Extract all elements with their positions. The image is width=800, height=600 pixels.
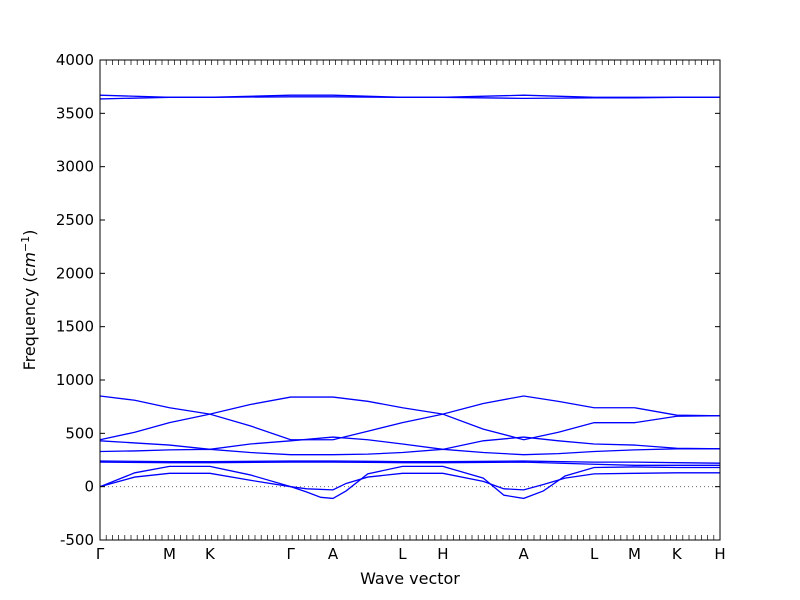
x-tick-label: H [714, 545, 725, 563]
plot-area [99, 94, 721, 500]
y-tick-label: 0 [84, 478, 94, 496]
x-tick-label: H [437, 545, 448, 563]
y-tick-label: 500 [65, 424, 94, 442]
x-tick-label: L [590, 545, 599, 563]
x-tick-label: K [205, 545, 216, 563]
phonon-branch-5 [99, 436, 721, 450]
x-tick-label: M [628, 545, 641, 563]
y-tick-label: 2500 [56, 211, 94, 229]
phonon-branch-2 [99, 96, 720, 100]
x-tick-label: K [672, 545, 683, 563]
y-axis-label-unit: cm [20, 252, 39, 276]
y-tick-label: 3500 [56, 104, 94, 122]
x-tick-label: L [398, 545, 407, 563]
y-axis: -500 0 500 1000 1500 2000 2500 3000 3500 4000 [56, 51, 720, 549]
y-axis-label-exponent: −1 [19, 236, 32, 252]
x-tick-label: Γ [96, 545, 105, 563]
phonon-branch-7 [99, 460, 721, 464]
x-tick-label: M [163, 545, 176, 563]
y-tick-label: 3000 [56, 158, 94, 176]
plot-frame [99, 59, 721, 541]
phonon-branch-4 [99, 413, 721, 441]
x-tick-label: A [328, 545, 339, 563]
phonon-branch-9 [99, 465, 720, 500]
y-axis-label: Frequency (cm−1) [19, 230, 39, 371]
y-axis-label-close: ) [20, 230, 39, 236]
x-tick-label: A [519, 545, 530, 563]
phonon-branch-10 [99, 472, 720, 491]
phonon-branch-6 [99, 448, 720, 456]
y-tick-label: 1500 [56, 318, 94, 336]
y-tick-label: 2000 [56, 264, 94, 282]
x-axis-label: Wave vector [360, 569, 460, 588]
x-tick-label: Γ [287, 545, 296, 563]
y-tick-label: 1000 [56, 371, 94, 389]
y-tick-label: -500 [60, 531, 94, 549]
y-axis-label-text: Frequency ( [20, 276, 39, 370]
y-tick-label: 4000 [56, 51, 94, 69]
phonon-branch-3 [99, 395, 721, 417]
phonon-branch-8 [99, 461, 720, 466]
